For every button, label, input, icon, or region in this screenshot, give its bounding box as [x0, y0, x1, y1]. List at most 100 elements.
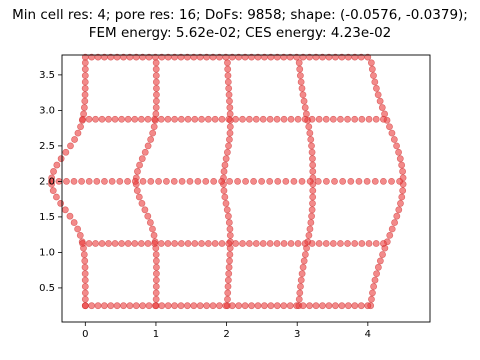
- node: [158, 302, 166, 310]
- pore: [208, 226, 227, 240]
- node: [273, 115, 281, 123]
- node: [395, 148, 402, 156]
- node: [92, 240, 99, 247]
- node: [371, 177, 379, 185]
- pore: [334, 247, 354, 261]
- pore: [82, 226, 101, 240]
- pore: [360, 247, 380, 261]
- node: [151, 240, 159, 247]
- pore: [334, 102, 354, 116]
- y-tick-label: 1.0: [39, 247, 55, 258]
- node: [225, 91, 233, 99]
- node: [226, 231, 234, 239]
- node: [138, 155, 146, 163]
- node: [287, 115, 295, 123]
- node: [164, 115, 172, 123]
- node: [107, 302, 115, 310]
- pore: [208, 81, 225, 95]
- pore: [149, 143, 170, 157]
- node: [280, 240, 288, 247]
- node: [299, 91, 307, 99]
- node: [299, 263, 307, 271]
- pore: [176, 143, 197, 157]
- axes-frame: [61, 54, 431, 323]
- node: [137, 115, 145, 123]
- node: [220, 168, 228, 175]
- node: [301, 115, 309, 123]
- x-tick-label: 0: [82, 329, 88, 340]
- node: [379, 115, 387, 123]
- pore: [258, 185, 279, 199]
- node: [234, 177, 241, 185]
- pore: [207, 288, 224, 302]
- pore: [232, 81, 250, 95]
- node: [319, 302, 326, 310]
- node: [308, 115, 316, 123]
- node: [370, 72, 377, 79]
- node: [81, 65, 89, 73]
- node: [81, 270, 89, 278]
- node: [149, 225, 156, 233]
- node: [139, 302, 147, 310]
- node: [203, 302, 211, 310]
- pore: [258, 247, 277, 261]
- pore: [286, 123, 306, 137]
- pore: [233, 102, 252, 116]
- node: [308, 142, 315, 150]
- pore: [112, 288, 129, 302]
- node: [358, 115, 366, 123]
- node: [221, 161, 229, 169]
- node: [305, 123, 313, 131]
- pore: [256, 81, 274, 95]
- node: [153, 91, 160, 99]
- node: [223, 206, 231, 214]
- node: [124, 115, 132, 123]
- pore: [159, 288, 177, 302]
- pore: [330, 81, 348, 95]
- pore: [305, 81, 323, 95]
- node: [150, 231, 158, 239]
- node: [239, 115, 246, 123]
- pore: [339, 226, 360, 240]
- node: [306, 302, 313, 310]
- node: [194, 177, 202, 185]
- pore: [136, 268, 153, 282]
- pore: [309, 247, 328, 261]
- node: [171, 302, 178, 310]
- pore: [136, 288, 153, 302]
- pore: [366, 123, 388, 137]
- node: [274, 177, 282, 185]
- node: [235, 302, 243, 310]
- x-tick-label: 2: [223, 329, 229, 340]
- pore: [184, 247, 202, 261]
- node: [53, 193, 60, 201]
- node: [81, 91, 89, 99]
- pore: [377, 185, 398, 199]
- node: [339, 177, 347, 185]
- node: [81, 59, 89, 67]
- node: [273, 302, 281, 310]
- pore: [255, 288, 272, 302]
- node: [245, 115, 253, 123]
- node: [81, 72, 89, 79]
- node: [92, 115, 99, 123]
- pore: [199, 185, 220, 199]
- node: [98, 240, 106, 247]
- node: [141, 148, 149, 156]
- node: [183, 302, 191, 310]
- pore: [96, 143, 117, 157]
- node: [378, 104, 386, 111]
- pore: [107, 123, 126, 137]
- node: [80, 251, 88, 258]
- pore: [232, 206, 251, 219]
- y-tick-label: 2.5: [39, 141, 55, 152]
- node: [135, 193, 143, 201]
- pore: [316, 143, 336, 157]
- node: [287, 240, 295, 247]
- pore: [360, 102, 380, 116]
- node: [152, 59, 160, 67]
- pore: [111, 247, 129, 261]
- pore: [131, 226, 151, 240]
- node: [306, 225, 314, 233]
- node: [81, 295, 89, 303]
